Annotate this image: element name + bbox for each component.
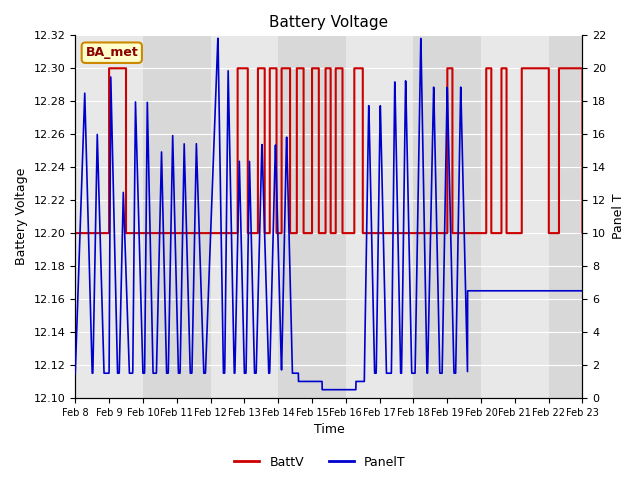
X-axis label: Time: Time [314,423,344,436]
Bar [143,36,211,398]
Bar [548,36,582,398]
Text: BA_met: BA_met [85,46,138,59]
Legend: BattV, PanelT: BattV, PanelT [229,451,411,474]
Y-axis label: Panel T: Panel T [612,194,625,240]
Bar [278,36,346,398]
Y-axis label: Battery Voltage: Battery Voltage [15,168,28,265]
Title: Battery Voltage: Battery Voltage [269,15,388,30]
Bar [413,36,481,398]
